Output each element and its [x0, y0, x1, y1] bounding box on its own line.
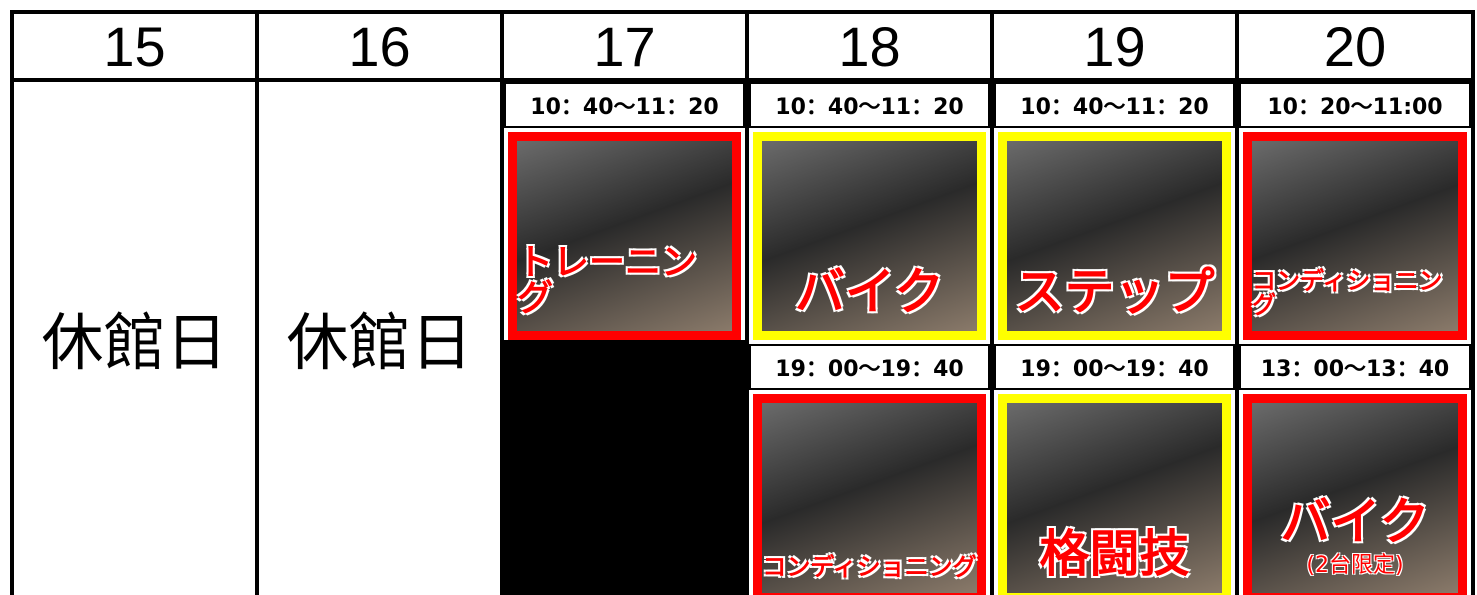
closed-label: 休館日	[41, 305, 228, 379]
session-card: トレーニング	[508, 132, 741, 340]
closed-label: 休館日	[286, 305, 473, 379]
empty-slot	[504, 340, 745, 595]
session-label: 格闘技	[1039, 525, 1190, 583]
day-header: 19	[990, 10, 1239, 82]
session-note: (2台限定)	[1306, 553, 1404, 578]
session-time: 10：40～11：20	[504, 82, 745, 128]
session-card: 格闘技	[998, 394, 1231, 595]
day-column: 10：40～11：20 ステップ 19：00～19：40 格闘技	[990, 78, 1239, 595]
session-label: トレーニング	[517, 242, 698, 319]
session-label: コンディショニング	[762, 553, 977, 581]
session-time: 10：40～11：20	[994, 82, 1235, 128]
day-header: 18	[745, 10, 994, 82]
session-label: ステップ	[1014, 263, 1215, 321]
day-header: 17	[500, 10, 749, 82]
session-label: バイク	[795, 263, 944, 321]
session-time: 19：00～19：40	[749, 344, 990, 390]
session-card: コンディショニング	[1243, 132, 1467, 340]
session-card: バイク	[753, 132, 986, 340]
session-label: バイク	[1280, 493, 1430, 551]
session-time: 10：20～11:00	[1239, 82, 1471, 128]
session-label: コンディショニング	[1252, 267, 1443, 319]
session-card: ステップ	[998, 132, 1231, 340]
session-time: 10：40～11：20	[749, 82, 990, 128]
day-column: 休館日	[255, 78, 504, 595]
day-column: 10：40～11：20 バイク 19：00～19：40 コンディショニング	[745, 78, 994, 595]
session-card: コンディショニング	[753, 394, 986, 595]
day-column: 休館日	[10, 78, 259, 595]
session-time: 19：00～19：40	[994, 344, 1235, 390]
session-time: 13：00～13：40	[1239, 344, 1471, 390]
day-column: 10：20～11:00 コンディショニング 13：00～13：40 バイク (2台限定)	[1235, 78, 1475, 595]
day-column: 10：40～11：20 トレーニング	[500, 78, 749, 595]
day-header: 16	[255, 10, 504, 82]
day-header: 15	[10, 10, 259, 82]
day-header: 20	[1235, 10, 1475, 82]
session-card: バイク (2台限定)	[1243, 394, 1467, 595]
